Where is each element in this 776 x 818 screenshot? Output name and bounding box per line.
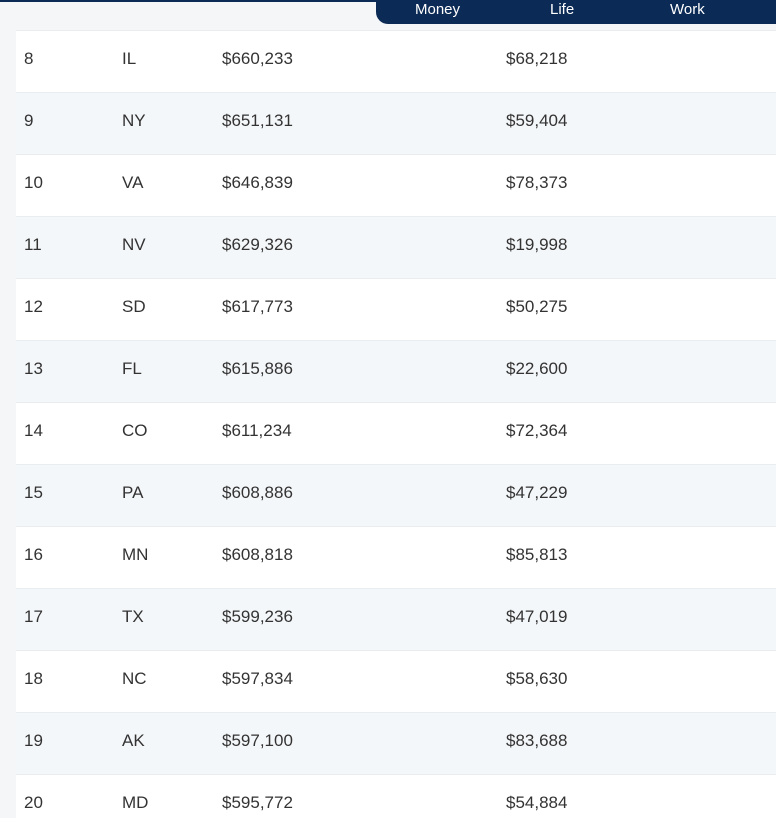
value2-cell: $22,600	[506, 359, 568, 378]
rankings-table: 8 IL $660,233 $68,218 9 NY $651,131 $59,…	[16, 30, 776, 818]
value1-cell: $629,326	[222, 235, 293, 254]
value2-cell: $50,275	[506, 297, 568, 316]
state-cell: CO	[122, 421, 148, 440]
rank-cell: 19	[24, 731, 43, 750]
rank-cell: 12	[24, 297, 43, 316]
value1-cell: $597,834	[222, 669, 293, 688]
value2-cell: $19,998	[506, 235, 568, 254]
value2-cell: $47,229	[506, 483, 568, 502]
value2-cell: $83,688	[506, 731, 568, 750]
state-cell: NY	[122, 111, 146, 130]
value1-cell: $599,236	[222, 607, 293, 626]
value1-cell: $608,818	[222, 545, 293, 564]
section-nav: Money Life Work	[376, 0, 776, 24]
rank-cell: 13	[24, 359, 43, 378]
value2-cell: $85,813	[506, 545, 568, 564]
value2-cell: $54,884	[506, 793, 568, 812]
value1-cell: $651,131	[222, 111, 293, 130]
value1-cell: $646,839	[222, 173, 293, 192]
tab-life[interactable]: Life	[550, 1, 575, 18]
state-cell: PA	[122, 483, 144, 502]
value1-cell: $617,773	[222, 297, 293, 316]
value1-cell: $615,886	[222, 359, 293, 378]
value2-cell: $72,364	[506, 421, 568, 440]
top-bar: Money Life Work	[0, 0, 776, 34]
table-row: 20 MD $595,772 $54,884	[16, 774, 776, 818]
state-cell: NC	[122, 669, 147, 688]
tab-money[interactable]: Money	[415, 1, 461, 18]
state-cell: AK	[122, 731, 145, 750]
state-cell: IL	[122, 49, 137, 68]
rank-cell: 20	[24, 793, 43, 812]
state-cell: MD	[122, 793, 149, 812]
rank-cell: 16	[24, 545, 43, 564]
state-cell: VA	[122, 173, 144, 192]
value1-cell: $660,233	[222, 49, 293, 68]
state-cell: MN	[122, 545, 149, 564]
table-row: 18 NC $597,834 $58,630	[16, 650, 776, 712]
state-cell: SD	[122, 297, 146, 316]
value2-cell: $59,404	[506, 111, 568, 130]
value2-cell: $47,019	[506, 607, 568, 626]
table-row: 17 TX $599,236 $47,019	[16, 588, 776, 650]
rank-cell: 8	[24, 49, 34, 68]
tab-work[interactable]: Work	[670, 1, 705, 18]
table-row: 16 MN $608,818 $85,813	[16, 526, 776, 588]
rank-cell: 18	[24, 669, 43, 688]
value1-cell: $608,886	[222, 483, 293, 502]
table-row: 13 FL $615,886 $22,600	[16, 340, 776, 402]
value1-cell: $597,100	[222, 731, 293, 750]
value1-cell: $595,772	[222, 793, 293, 812]
rank-cell: 10	[24, 173, 43, 192]
state-cell: FL	[122, 359, 142, 378]
rank-cell: 15	[24, 483, 43, 502]
state-cell: TX	[122, 607, 144, 626]
top-divider-line	[0, 0, 380, 2]
value1-cell: $611,234	[222, 421, 292, 440]
rank-cell: 14	[24, 421, 43, 440]
rank-cell: 9	[24, 111, 34, 130]
value2-cell: $78,373	[506, 173, 568, 192]
table-row: 15 PA $608,886 $47,229	[16, 464, 776, 526]
table-row: 8 IL $660,233 $68,218	[16, 30, 776, 92]
rank-cell: 11	[24, 235, 42, 254]
rank-cell: 17	[24, 607, 43, 626]
state-cell: NV	[122, 235, 146, 254]
table-row: 9 NY $651,131 $59,404	[16, 92, 776, 154]
table-row: 10 VA $646,839 $78,373	[16, 154, 776, 216]
table-row: 11 NV $629,326 $19,998	[16, 216, 776, 278]
table-row: 14 CO $611,234 $72,364	[16, 402, 776, 464]
table-row: 12 SD $617,773 $50,275	[16, 278, 776, 340]
value2-cell: $68,218	[506, 49, 568, 68]
table-row: 19 AK $597,100 $83,688	[16, 712, 776, 774]
value2-cell: $58,630	[506, 669, 568, 688]
